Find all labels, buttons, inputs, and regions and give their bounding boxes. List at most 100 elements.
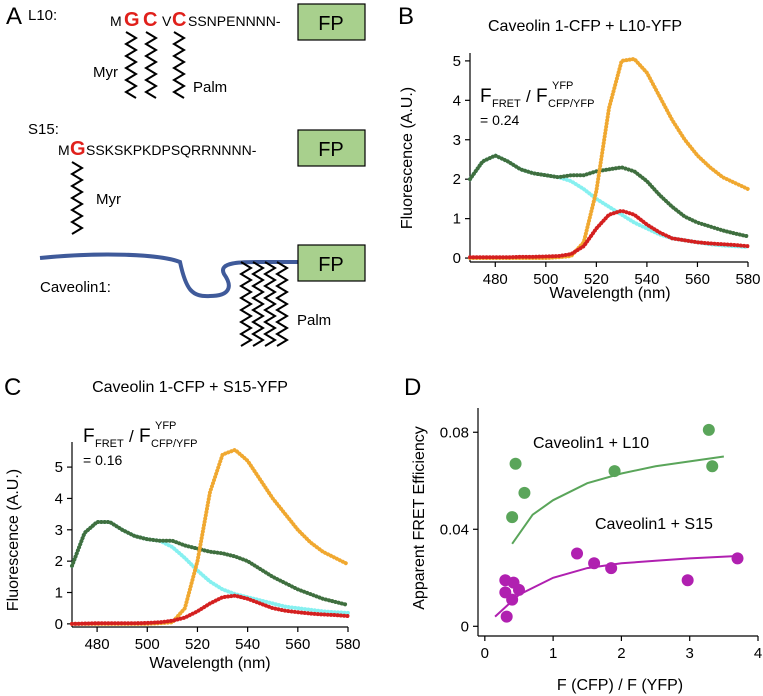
chart-title: Caveolin 1-CFP + S15-YFP <box>92 379 288 396</box>
spectrum <box>468 56 750 261</box>
palm-label: Palm <box>193 79 227 96</box>
fp-label: FP <box>318 254 344 276</box>
series-label: Caveolin1 + L10 <box>533 435 649 452</box>
panel-letter: C <box>4 374 21 401</box>
y-tick-label: 1 <box>55 585 63 602</box>
y-tick-label: 2 <box>453 171 461 188</box>
myr-label: Myr <box>93 64 118 81</box>
spectrum <box>70 519 350 615</box>
x-tick-label: 580 <box>735 271 760 288</box>
y-tick-label: 4 <box>55 490 63 507</box>
residue: SSNPENNNN- <box>188 13 281 29</box>
panel-letter: B <box>398 3 414 30</box>
x-tick-label: 1 <box>549 645 557 662</box>
data-point <box>706 460 719 473</box>
residue: V <box>162 13 172 29</box>
fit-line <box>511 455 724 545</box>
acyl-chains <box>70 31 289 347</box>
x-axis-label: Wavelength (nm) <box>549 285 670 302</box>
y-tick-label: 3 <box>55 522 63 539</box>
data-point <box>500 610 513 623</box>
data-point <box>509 457 522 470</box>
x-axis-label: Wavelength (nm) <box>149 655 270 672</box>
spectrum <box>468 208 750 260</box>
ratio-f: F <box>139 426 151 447</box>
x-tick-label: 520 <box>185 636 210 653</box>
data-point <box>506 511 519 524</box>
x-tick-label: 540 <box>634 271 659 288</box>
y-axis-label: Apparent FRET Efficiency <box>411 426 428 610</box>
myr-label: Myr <box>96 191 121 208</box>
residue: M <box>58 142 70 158</box>
ratio-value: = 0.16 <box>83 452 123 468</box>
data-point <box>571 547 584 560</box>
y-tick-label: 5 <box>453 53 461 70</box>
ratio-f: F <box>536 86 548 107</box>
residue: M <box>110 13 122 29</box>
palm-label: Palm <box>297 312 331 329</box>
s15-sequence: M G SSKSKPKDPSQRRNNNN- <box>58 138 257 160</box>
x-axis-label: F (CFP) / F (YFP) <box>557 677 683 694</box>
acyl-chain <box>144 31 158 99</box>
ratio-slash: / <box>129 427 134 446</box>
acyl-chain <box>172 31 186 99</box>
y-tick-label: 0.08 <box>440 424 469 441</box>
y-axis-label: Fluorescence (A.U.) <box>399 87 416 229</box>
data-point <box>702 423 715 436</box>
y-tick-label: 0.04 <box>440 521 469 538</box>
ratio-sup: YFP <box>155 420 176 432</box>
ratio-sub: FRET <box>95 438 124 450</box>
y-tick-label: 3 <box>453 132 461 149</box>
ratio-value: = 0.24 <box>480 112 520 128</box>
acyl-chain <box>275 261 289 347</box>
ratio-sub: CFP/YFP <box>548 98 594 110</box>
acyl-chain <box>239 261 253 347</box>
data-point <box>731 552 744 565</box>
fit-line <box>494 554 738 618</box>
data-point <box>605 562 618 575</box>
fp-label: FP <box>318 13 344 35</box>
y-tick-label: 1 <box>453 211 461 228</box>
data-point <box>512 583 525 596</box>
l10-sequence: M G C V C SSNPENNNN- <box>110 9 281 31</box>
x-tick-label: 500 <box>533 271 558 288</box>
y-tick-label: 0 <box>461 618 469 635</box>
x-tick-label: 520 <box>584 271 609 288</box>
y-tick-label: 5 <box>55 459 63 476</box>
residue: C <box>143 9 157 31</box>
ratio-slash: / <box>526 87 531 106</box>
y-tick-label: 2 <box>55 553 63 570</box>
ratio-sub: CFP/YFP <box>151 438 197 450</box>
data-point <box>681 574 694 587</box>
data-point <box>518 486 531 499</box>
x-tick-label: 560 <box>285 636 310 653</box>
x-tick-label: 540 <box>235 636 260 653</box>
panel-letter: D <box>404 374 421 401</box>
residue: G <box>124 9 140 31</box>
acyl-chain <box>251 261 265 347</box>
residue: C <box>172 9 186 31</box>
fp-box <box>297 3 366 41</box>
data-point <box>588 557 601 570</box>
ratio-f: F <box>83 426 95 447</box>
fp-box <box>297 129 366 167</box>
x-tick-label: 2 <box>617 645 625 662</box>
fp-label: FP <box>318 139 344 161</box>
x-tick-label: 0 <box>481 645 489 662</box>
x-tick-label: 480 <box>483 271 508 288</box>
ratio-sup: YFP <box>552 80 573 92</box>
panel-letter: A <box>6 3 22 30</box>
ratio-sub: FRET <box>492 98 521 110</box>
series-label: Caveolin1 + S15 <box>595 516 713 533</box>
acyl-chain <box>70 161 84 235</box>
data-point <box>506 593 519 606</box>
spectrum <box>70 519 350 608</box>
x-tick-label: 4 <box>754 645 762 662</box>
y-tick-label: 0 <box>55 616 63 633</box>
l10-label: L10: <box>28 7 57 24</box>
s15-label: S15: <box>28 121 59 138</box>
y-axis-label: Fluorescence (A.U.) <box>5 469 22 611</box>
caveolin-label: Caveolin1: <box>40 279 111 296</box>
x-tick-label: 500 <box>135 636 160 653</box>
